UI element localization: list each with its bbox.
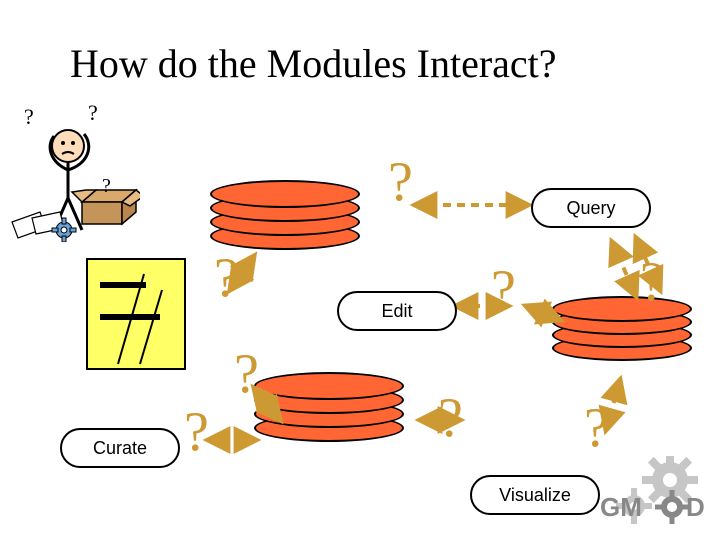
qmark: ?: [388, 150, 413, 214]
qmark: ?: [584, 396, 609, 460]
curate-label: Curate: [60, 428, 180, 468]
svg-text:GM: GM: [600, 492, 642, 522]
qmark: ?: [640, 250, 665, 314]
qmark: ?: [234, 342, 259, 406]
confused-person-icon: ? ? ?: [10, 102, 140, 242]
diagram-stage: How do the Modules Interact? ? ?: [0, 0, 720, 540]
query-label-text: Query: [566, 198, 615, 219]
svg-text:?: ?: [88, 102, 98, 125]
database-bottom-icon: [254, 372, 404, 452]
edit-label-text: Edit: [381, 301, 412, 322]
source-document-icon: [86, 258, 186, 370]
curate-label-text: Curate: [93, 438, 147, 459]
query-label: Query: [531, 188, 651, 228]
gmod-logo: GM D: [596, 456, 718, 536]
qmark: ?: [438, 386, 463, 450]
svg-text:?: ?: [24, 104, 34, 129]
qmark: ?: [491, 258, 516, 322]
page-title: How do the Modules Interact?: [70, 40, 557, 87]
svg-text:?: ?: [102, 175, 111, 197]
edit-label: Edit: [337, 291, 457, 331]
qmark: ?: [214, 246, 239, 310]
database-right-icon: [552, 296, 692, 372]
visualize-label-text: Visualize: [499, 485, 571, 506]
svg-text:D: D: [686, 492, 705, 522]
qmark: ?: [184, 400, 209, 464]
visualize-label: Visualize: [470, 475, 600, 515]
